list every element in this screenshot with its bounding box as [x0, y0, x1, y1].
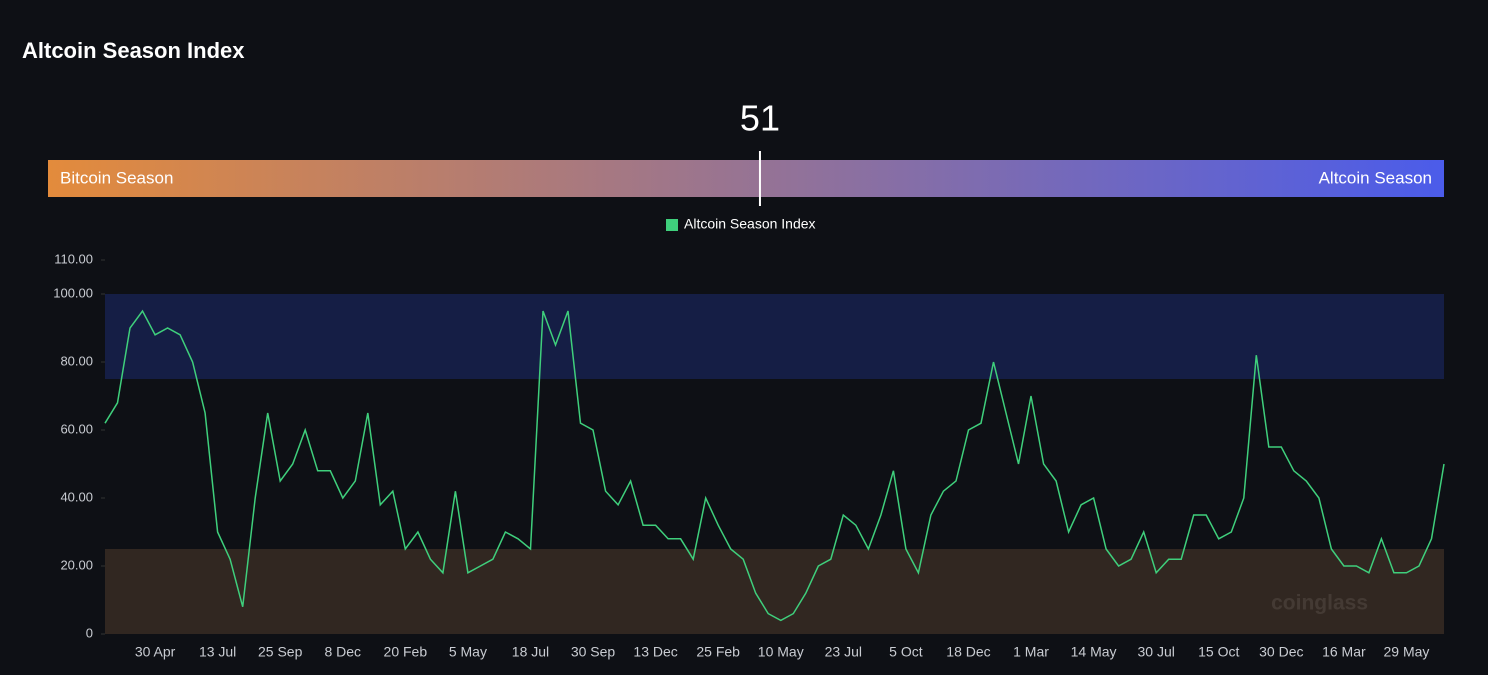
x-tick-label: 1 Mar	[1013, 644, 1049, 660]
x-tick-label: 18 Dec	[946, 644, 990, 660]
x-tick-label: 13 Jul	[199, 644, 236, 660]
y-tick-label: 60.00	[60, 421, 93, 436]
legend-swatch	[666, 219, 678, 231]
x-tick-label: 30 Jul	[1137, 644, 1174, 660]
x-tick-label: 13 Dec	[633, 644, 677, 660]
x-tick-label: 29 May	[1383, 644, 1429, 660]
legend-label: Altcoin Season Index	[684, 216, 816, 232]
x-tick-label: 8 Dec	[324, 644, 361, 660]
gauge-bar	[48, 160, 1444, 197]
band	[105, 549, 1444, 634]
x-tick-label: 25 Feb	[696, 644, 740, 660]
y-tick-label: 20.00	[60, 557, 93, 572]
x-tick-label: 10 May	[758, 644, 804, 660]
y-tick-label: 0	[86, 625, 93, 640]
x-tick-label: 30 Sep	[571, 644, 616, 660]
gauge-max-label: Altcoin Season	[1319, 168, 1432, 187]
gauge-min-label: Bitcoin Season	[60, 168, 173, 187]
x-tick-label: 18 Jul	[512, 644, 549, 660]
y-tick-label: 100.00	[53, 285, 93, 300]
x-tick-label: 14 May	[1071, 644, 1117, 660]
x-tick-label: 30 Apr	[135, 644, 176, 660]
y-tick-label: 110.00	[54, 251, 93, 266]
band	[105, 294, 1444, 379]
y-tick-label: 80.00	[60, 353, 93, 368]
x-tick-label: 15 Oct	[1198, 644, 1239, 660]
x-tick-label: 20 Feb	[384, 644, 428, 660]
series-line	[104, 309, 1445, 622]
x-tick-label: 25 Sep	[258, 644, 303, 660]
title: Altcoin Season Index	[22, 38, 245, 63]
gauge-value: 51	[740, 98, 780, 139]
x-tick-label: 16 Mar	[1322, 644, 1366, 660]
x-tick-label: 5 May	[449, 644, 487, 660]
x-tick-label: 23 Jul	[825, 644, 862, 660]
x-tick-label: 30 Dec	[1259, 644, 1303, 660]
y-tick-label: 40.00	[60, 489, 93, 504]
x-tick-label: 5 Oct	[889, 644, 923, 660]
